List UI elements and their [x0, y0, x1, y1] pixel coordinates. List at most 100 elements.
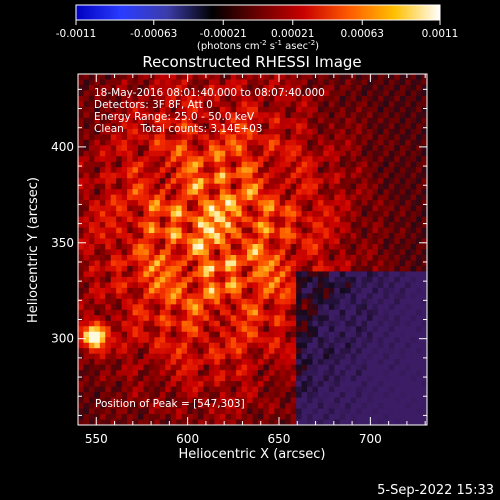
heatmap-cell — [121, 216, 128, 223]
heatmap-cell — [247, 326, 253, 333]
heatmap-cell — [377, 128, 384, 135]
heatmap-cell — [88, 183, 95, 190]
heatmap-cell — [154, 211, 161, 217]
heatmap-cell — [307, 194, 313, 201]
heatmap-cell — [137, 95, 144, 102]
heatmap-cell — [285, 287, 292, 294]
heatmap-cell — [421, 348, 427, 355]
heatmap-cell — [279, 145, 286, 152]
heatmap-cell — [203, 315, 210, 322]
heatmap-cell — [99, 183, 106, 190]
heatmap-cell — [214, 222, 221, 228]
heatmap-cell — [148, 145, 155, 152]
heatmap-cell — [334, 117, 341, 124]
heatmap-cell — [148, 254, 155, 261]
heatmap-cell — [143, 101, 150, 108]
heatmap-cell — [274, 238, 281, 245]
heatmap-cell — [197, 189, 204, 196]
heatmap-cell — [350, 216, 357, 223]
heatmap-cell — [263, 238, 270, 245]
heatmap-cell — [225, 315, 232, 322]
heatmap-cell — [279, 386, 286, 393]
heatmap-cell — [99, 359, 106, 366]
heatmap-cell — [121, 326, 128, 333]
heatmap-cell — [257, 139, 264, 146]
heatmap-cell — [296, 167, 302, 174]
annotation-peak: Position of Peak = [547,303] — [95, 398, 245, 410]
heatmap-cell — [99, 134, 106, 141]
heatmap-cell — [301, 298, 308, 305]
heatmap-cell — [127, 298, 133, 305]
heatmap-cell — [383, 216, 390, 223]
heatmap-cell — [388, 211, 395, 217]
heatmap-cell — [367, 370, 373, 377]
heatmap-cell — [307, 381, 313, 388]
heatmap-cell — [317, 348, 324, 355]
heatmap-cell — [323, 381, 330, 388]
heatmap-cell — [350, 326, 357, 333]
heatmap-cell — [312, 408, 319, 415]
heatmap-cell — [268, 342, 275, 349]
heatmap-cell — [127, 244, 133, 250]
heatmap-cell — [263, 375, 270, 382]
heatmap-cell — [339, 298, 346, 305]
heatmap-cell — [159, 233, 166, 239]
heatmap-cell — [268, 172, 275, 179]
heatmap-cell — [137, 128, 144, 135]
heatmap-cell — [208, 112, 215, 119]
heatmap-cell — [279, 359, 286, 366]
heatmap-cell — [383, 189, 390, 196]
heatmap-cell — [181, 315, 188, 322]
heatmap-cell — [312, 287, 319, 294]
heatmap-cell — [219, 348, 226, 355]
heatmap-cell — [208, 216, 215, 223]
heatmap-cell — [279, 414, 286, 420]
heatmap-cell — [350, 254, 357, 261]
heatmap-cell — [421, 287, 427, 294]
heatmap-cell — [105, 90, 112, 97]
heatmap-cell — [110, 79, 117, 86]
heatmap-cell — [214, 238, 221, 245]
heatmap-cell — [247, 254, 253, 261]
heatmap-cell — [94, 200, 101, 207]
heatmap-cell — [137, 79, 144, 86]
heatmap-cell — [247, 359, 253, 366]
heatmap-cell — [405, 370, 412, 377]
heatmap-cell — [399, 101, 406, 108]
heatmap-cell — [165, 315, 172, 322]
colorbar-tick-label: 0.0011 — [422, 28, 459, 40]
heatmap-cell — [181, 287, 188, 294]
heatmap-cell — [110, 227, 117, 234]
heatmap-cell — [121, 403, 128, 409]
heatmap-cell — [416, 244, 422, 250]
heatmap-cell — [377, 353, 384, 360]
heatmap-cell — [312, 205, 319, 212]
heatmap-cell — [307, 348, 313, 355]
heatmap-cell — [187, 403, 193, 409]
heatmap-cell — [159, 381, 166, 388]
heatmap-cell — [301, 128, 308, 135]
heatmap-cell — [350, 293, 357, 300]
heatmap-cell — [252, 117, 259, 124]
heatmap-cell — [345, 233, 352, 239]
heatmap-cell — [317, 337, 324, 344]
heatmap-cell — [143, 342, 150, 349]
heatmap-cell — [296, 106, 302, 113]
heatmap-cell — [405, 276, 412, 283]
heatmap-cell — [127, 331, 133, 338]
heatmap-cell — [143, 315, 150, 322]
heatmap-cell — [208, 156, 215, 163]
heatmap-cell — [187, 106, 193, 113]
heatmap-cell — [367, 79, 373, 86]
heatmap-cell — [225, 244, 232, 250]
heatmap-cell — [225, 370, 232, 377]
heatmap-cell — [241, 337, 248, 344]
heatmap-cell — [219, 211, 226, 217]
heatmap-cell — [410, 265, 417, 272]
heatmap-cell — [345, 227, 352, 234]
heatmap-cell — [154, 254, 161, 261]
heatmap-cell — [317, 123, 324, 130]
heatmap-cell — [121, 254, 128, 261]
heatmap-cell — [121, 74, 128, 80]
